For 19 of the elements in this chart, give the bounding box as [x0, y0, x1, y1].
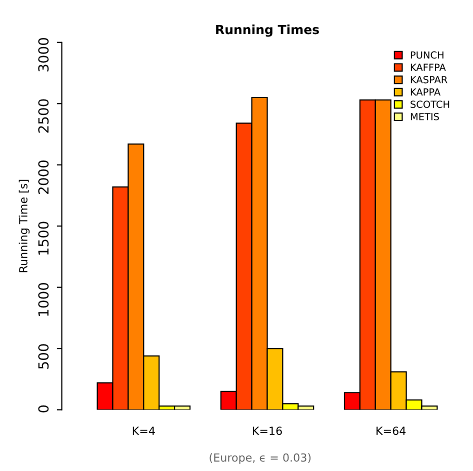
legend-label: PUNCH	[410, 51, 444, 59]
y-tick-label: 1000	[38, 282, 49, 316]
legend-label: METIS	[410, 112, 439, 120]
y-tick-label: 2000	[38, 160, 49, 194]
y-tick-label: 1500	[38, 222, 49, 255]
text: (Europe, ϵ = 0.03)	[210, 453, 311, 464]
y-tick-label: 2500	[38, 99, 49, 133]
y-tick-label: 500	[38, 344, 49, 369]
legend-label: KASPAR	[410, 76, 448, 84]
x-tick-label: K=16	[252, 426, 282, 436]
y-tick-label: 0	[38, 405, 49, 412]
x-tick-label: K=4	[132, 426, 155, 435]
y-tick-label: 3000	[38, 38, 49, 72]
y-axis-title: Running Time [s]	[18, 180, 30, 272]
chart-title: Running Times	[216, 24, 319, 37]
x-tick-label: K=64	[376, 426, 406, 436]
legend-label: SCOTCH	[410, 100, 450, 108]
legend-label: KAPPA	[410, 88, 441, 96]
legend-label: KAFFPA	[410, 64, 446, 71]
